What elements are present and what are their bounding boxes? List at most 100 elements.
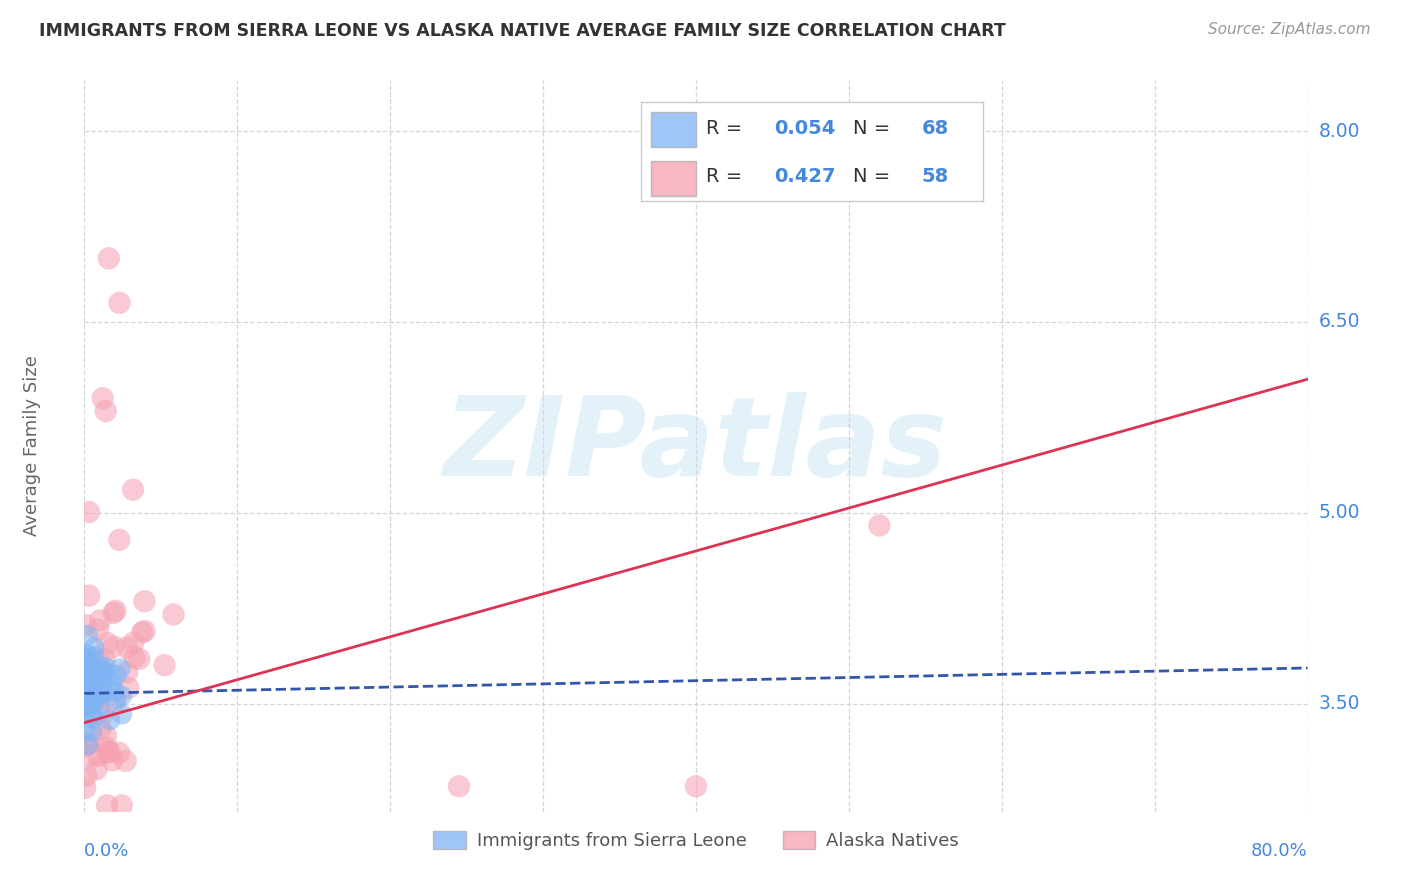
Point	[100, 677, 122, 691]
Point	[76, 682, 98, 697]
Point	[76, 682, 98, 697]
Point	[104, 604, 127, 618]
Point	[77, 682, 100, 697]
Text: 80.0%: 80.0%	[1251, 842, 1308, 860]
Point	[108, 296, 131, 310]
Point	[75, 653, 97, 667]
Point	[79, 696, 101, 710]
Point	[76, 692, 98, 706]
Point	[89, 613, 111, 627]
Point	[76, 659, 98, 673]
Point	[91, 707, 114, 722]
Point	[76, 690, 98, 705]
Point	[114, 754, 136, 768]
Point	[77, 693, 100, 707]
Point	[83, 691, 105, 706]
Point	[86, 685, 108, 699]
Text: 8.00: 8.00	[1319, 121, 1360, 141]
Point	[105, 668, 128, 682]
Point	[134, 624, 156, 638]
Point	[80, 724, 103, 739]
Text: IMMIGRANTS FROM SIERRA LEONE VS ALASKA NATIVE AVERAGE FAMILY SIZE CORRELATION CH: IMMIGRANTS FROM SIERRA LEONE VS ALASKA N…	[39, 22, 1007, 40]
Point	[75, 688, 97, 702]
Point	[93, 664, 115, 678]
Point	[115, 665, 138, 680]
Point	[134, 594, 156, 608]
Point	[111, 707, 134, 722]
Point	[93, 652, 115, 666]
Point	[111, 689, 134, 703]
Legend: Immigrants from Sierra Leone, Alaska Natives: Immigrants from Sierra Leone, Alaska Nat…	[426, 823, 966, 857]
Point	[77, 737, 100, 751]
Point	[79, 660, 101, 674]
Point	[75, 697, 97, 711]
Point	[87, 659, 110, 673]
Point	[77, 648, 100, 662]
Point	[75, 699, 97, 714]
Point	[76, 628, 98, 642]
Point	[98, 745, 121, 759]
Point	[97, 745, 120, 759]
Point	[75, 657, 97, 671]
Point	[75, 618, 97, 632]
Point	[77, 738, 100, 752]
Point	[77, 505, 100, 519]
Point	[83, 661, 105, 675]
Text: 0.0%: 0.0%	[84, 842, 129, 860]
Point	[75, 737, 97, 751]
Point	[111, 798, 134, 813]
Point	[75, 780, 97, 795]
Point	[82, 706, 104, 721]
Point	[79, 667, 101, 681]
Point	[80, 689, 103, 703]
Point	[101, 753, 124, 767]
Text: 5.00: 5.00	[1319, 503, 1360, 523]
Point	[76, 652, 98, 666]
Point	[86, 679, 108, 693]
Point	[89, 656, 111, 670]
Point	[108, 533, 131, 547]
Point	[83, 682, 105, 697]
Point	[80, 680, 103, 694]
Point	[83, 686, 105, 700]
Point	[83, 640, 105, 655]
Point	[90, 688, 112, 702]
Point	[124, 650, 146, 665]
Point	[75, 692, 97, 706]
Point	[869, 518, 891, 533]
Point	[84, 675, 107, 690]
Point	[90, 665, 112, 679]
Point	[75, 698, 97, 713]
Point	[103, 685, 125, 699]
Point	[96, 740, 118, 755]
Point	[75, 673, 97, 688]
Point	[75, 705, 97, 719]
Point	[76, 679, 98, 693]
Point	[75, 670, 97, 684]
Point	[87, 748, 110, 763]
Point	[91, 674, 114, 689]
Point	[76, 674, 98, 689]
Point	[685, 779, 707, 793]
Point	[94, 404, 117, 418]
Point	[97, 673, 120, 687]
Point	[110, 661, 132, 675]
Point	[96, 798, 118, 813]
Text: 6.50: 6.50	[1319, 312, 1360, 332]
Point	[77, 674, 100, 689]
Point	[77, 681, 100, 696]
Point	[79, 673, 101, 688]
Point	[86, 762, 108, 776]
Point	[117, 681, 139, 695]
Point	[83, 686, 105, 700]
Point	[83, 649, 105, 664]
Point	[97, 252, 120, 266]
Point	[98, 713, 121, 727]
Point	[77, 664, 100, 678]
Point	[128, 652, 150, 666]
Point	[83, 749, 105, 764]
Point	[94, 660, 117, 674]
Point	[76, 657, 98, 671]
Point	[87, 623, 110, 637]
Text: Average Family Size: Average Family Size	[22, 356, 41, 536]
